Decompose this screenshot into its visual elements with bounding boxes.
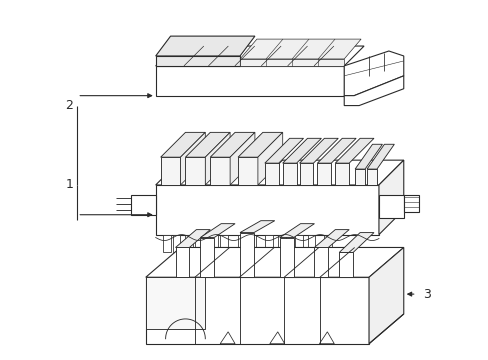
Polygon shape <box>299 163 313 185</box>
Polygon shape <box>220 235 228 252</box>
Polygon shape <box>339 233 373 252</box>
Polygon shape <box>155 66 344 96</box>
Polygon shape <box>210 132 254 157</box>
Polygon shape <box>200 224 235 238</box>
Polygon shape <box>335 163 348 185</box>
Polygon shape <box>180 132 205 185</box>
Polygon shape <box>200 238 214 277</box>
Polygon shape <box>378 160 403 235</box>
Polygon shape <box>145 277 368 344</box>
Polygon shape <box>282 138 321 163</box>
Polygon shape <box>264 138 303 163</box>
Polygon shape <box>314 247 327 277</box>
Polygon shape <box>354 144 382 169</box>
Polygon shape <box>344 51 403 96</box>
Polygon shape <box>368 247 403 344</box>
Polygon shape <box>324 235 332 252</box>
Polygon shape <box>366 144 393 169</box>
Polygon shape <box>155 185 378 235</box>
Polygon shape <box>238 235 245 252</box>
Polygon shape <box>257 132 282 185</box>
Polygon shape <box>264 235 272 252</box>
Polygon shape <box>366 169 376 185</box>
Polygon shape <box>145 277 205 329</box>
Polygon shape <box>282 163 296 185</box>
Polygon shape <box>161 157 180 185</box>
Polygon shape <box>317 138 355 163</box>
Polygon shape <box>279 238 293 277</box>
Polygon shape <box>185 235 193 252</box>
Polygon shape <box>240 221 274 233</box>
Polygon shape <box>279 224 314 238</box>
Polygon shape <box>185 132 230 157</box>
Polygon shape <box>299 138 338 163</box>
Polygon shape <box>145 247 403 277</box>
Text: 3: 3 <box>422 288 429 301</box>
Polygon shape <box>210 157 230 185</box>
Polygon shape <box>220 332 235 344</box>
Polygon shape <box>294 235 302 252</box>
Polygon shape <box>403 195 418 212</box>
Polygon shape <box>314 230 348 247</box>
Polygon shape <box>344 76 403 105</box>
Polygon shape <box>175 247 189 277</box>
Polygon shape <box>277 235 285 252</box>
Polygon shape <box>240 59 344 66</box>
Polygon shape <box>172 235 180 252</box>
Polygon shape <box>161 132 205 157</box>
Polygon shape <box>317 163 331 185</box>
Polygon shape <box>264 163 278 185</box>
Polygon shape <box>354 169 365 185</box>
Polygon shape <box>131 195 155 215</box>
Polygon shape <box>335 138 373 163</box>
Polygon shape <box>307 235 315 252</box>
Polygon shape <box>240 39 360 59</box>
Polygon shape <box>155 46 364 66</box>
Polygon shape <box>155 160 403 185</box>
Polygon shape <box>185 157 205 185</box>
Polygon shape <box>238 157 257 185</box>
Polygon shape <box>163 235 170 252</box>
Polygon shape <box>230 132 254 185</box>
Text: 2: 2 <box>65 99 73 112</box>
Polygon shape <box>195 235 203 252</box>
Text: 1: 1 <box>65 179 73 192</box>
Polygon shape <box>319 332 334 344</box>
Polygon shape <box>240 233 253 277</box>
Polygon shape <box>155 56 240 66</box>
Polygon shape <box>247 235 255 252</box>
Polygon shape <box>155 36 254 56</box>
Polygon shape <box>205 132 230 185</box>
Polygon shape <box>378 195 403 218</box>
Polygon shape <box>339 252 352 277</box>
Polygon shape <box>269 332 284 344</box>
Polygon shape <box>175 230 210 247</box>
Polygon shape <box>210 235 218 252</box>
Polygon shape <box>238 132 282 157</box>
